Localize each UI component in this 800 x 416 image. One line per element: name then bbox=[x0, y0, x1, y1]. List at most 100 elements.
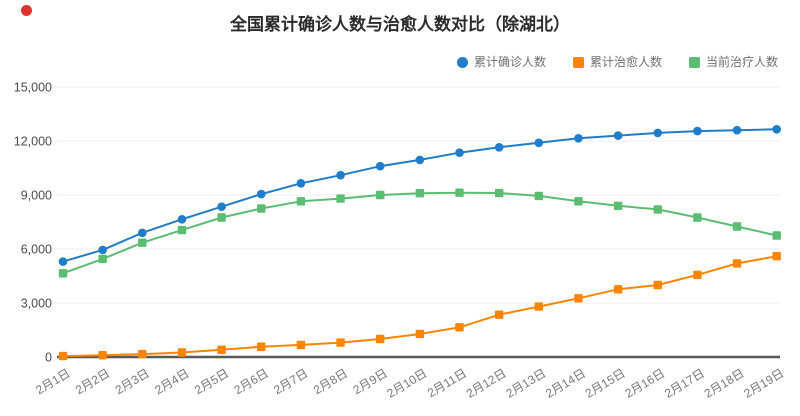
x-tick-label: 2月11日 bbox=[425, 366, 469, 400]
legend-item-currently-treated[interactable]: 当前治疗人数 bbox=[688, 55, 778, 69]
data-point[interactable] bbox=[494, 143, 504, 152]
data-point[interactable] bbox=[732, 125, 742, 135]
x-tick-label: 2月12日 bbox=[464, 366, 509, 401]
data-point[interactable] bbox=[257, 204, 266, 213]
data-point[interactable] bbox=[376, 190, 385, 200]
legend-label: 累计治愈人数 bbox=[589, 55, 662, 69]
x-tick-label: 2月8日 bbox=[311, 366, 350, 397]
data-point[interactable] bbox=[534, 138, 544, 148]
data-point[interactable] bbox=[772, 231, 781, 240]
legend: 累计确诊人数 累计治愈人数 当前治疗人数 bbox=[456, 55, 778, 69]
data-point[interactable] bbox=[217, 345, 226, 354]
data-point[interactable] bbox=[257, 342, 266, 351]
data-point[interactable] bbox=[494, 310, 504, 319]
x-tick-label: 2月16日 bbox=[622, 366, 667, 401]
data-point[interactable] bbox=[296, 179, 306, 188]
y-tick-label: 0 bbox=[45, 351, 52, 365]
data-point[interactable] bbox=[613, 285, 623, 294]
circle-marker-icon bbox=[456, 57, 468, 68]
data-point[interactable] bbox=[138, 228, 147, 238]
data-point[interactable] bbox=[98, 351, 107, 360]
legend-item-cumulative-cured[interactable]: 累计治愈人数 bbox=[572, 55, 662, 69]
data-point[interactable] bbox=[58, 351, 68, 361]
x-tick-label: 2月1日 bbox=[33, 366, 72, 397]
data-point[interactable] bbox=[574, 134, 583, 143]
series-currently-treated[interactable] bbox=[58, 188, 781, 278]
data-point[interactable] bbox=[732, 222, 742, 231]
series-line bbox=[62, 191, 777, 275]
x-tick-label: 2月18日 bbox=[702, 366, 747, 401]
data-point[interactable] bbox=[177, 225, 187, 235]
red-dot-indicator bbox=[21, 5, 32, 16]
data-point[interactable] bbox=[534, 191, 543, 201]
square-marker-icon bbox=[572, 57, 584, 68]
data-point[interactable] bbox=[613, 201, 623, 210]
data-point[interactable] bbox=[613, 131, 623, 140]
data-point[interactable] bbox=[375, 161, 385, 171]
data-point[interactable] bbox=[415, 155, 425, 165]
x-tick-label: 2月19日 bbox=[741, 366, 786, 401]
data-point[interactable] bbox=[58, 269, 68, 278]
legend-label: 当前治疗人数 bbox=[705, 55, 778, 69]
data-point[interactable] bbox=[296, 197, 306, 206]
data-point[interactable] bbox=[376, 334, 385, 344]
series-cumulative-confirmed[interactable] bbox=[58, 125, 781, 266]
data-point[interactable] bbox=[58, 257, 68, 266]
data-point[interactable] bbox=[177, 215, 187, 224]
data-point[interactable] bbox=[415, 329, 425, 339]
data-point[interactable] bbox=[296, 340, 306, 350]
data-point[interactable] bbox=[693, 270, 702, 280]
legend-label: 累计确诊人数 bbox=[473, 55, 546, 69]
data-point[interactable] bbox=[98, 254, 107, 264]
y-tick-label: 3,000 bbox=[21, 297, 52, 311]
x-axis-labels: 2月1日 2月2日 2月3日 2月4日 2月5日 2月6日 2月7日 2月8日 2月9日2月10… bbox=[33, 366, 786, 401]
legend-item-cumulative-confirmed[interactable]: 累计确诊人数 bbox=[456, 55, 546, 69]
data-point[interactable] bbox=[336, 194, 345, 203]
data-point[interactable] bbox=[138, 238, 147, 247]
data-point[interactable] bbox=[177, 348, 187, 357]
data-point[interactable] bbox=[138, 349, 147, 359]
data-point[interactable] bbox=[217, 213, 226, 222]
x-tick-label: 2月10日 bbox=[385, 366, 430, 401]
data-point[interactable] bbox=[732, 259, 742, 268]
x-tick-label: 2月5日 bbox=[192, 366, 231, 397]
data-point[interactable] bbox=[217, 202, 226, 211]
data-point[interactable] bbox=[256, 189, 266, 199]
data-point[interactable] bbox=[693, 213, 702, 222]
data-point[interactable] bbox=[574, 197, 583, 206]
y-tick-label: 15,000 bbox=[14, 81, 52, 95]
data-point[interactable] bbox=[653, 128, 663, 138]
data-point[interactable] bbox=[98, 245, 107, 255]
chart-title: 全国累计确诊人数与治愈人数对比（除湖北） bbox=[230, 15, 570, 34]
data-point[interactable] bbox=[494, 188, 504, 198]
x-tick-label: 2月7日 bbox=[271, 366, 310, 397]
square-marker-icon bbox=[688, 57, 700, 68]
data-point[interactable] bbox=[653, 280, 662, 290]
y-axis-labels: 0 3,000 6,000 9,000 12,000 15,000 bbox=[14, 81, 52, 365]
data-point[interactable] bbox=[772, 125, 781, 134]
data-point[interactable] bbox=[415, 189, 425, 198]
data-point[interactable] bbox=[455, 188, 464, 197]
data-point[interactable] bbox=[534, 302, 543, 311]
x-tick-label: 2月6日 bbox=[232, 366, 271, 397]
data-point[interactable] bbox=[336, 338, 345, 347]
x-tick-label: 2月3日 bbox=[113, 366, 152, 397]
x-tick-label: 2月2日 bbox=[73, 366, 112, 397]
y-tick-label: 12,000 bbox=[14, 135, 52, 149]
x-tick-label: 2月4日 bbox=[152, 366, 191, 397]
data-point[interactable] bbox=[653, 205, 662, 214]
data-point[interactable] bbox=[693, 126, 702, 136]
x-tick-label: 2月13日 bbox=[503, 366, 548, 401]
data-point[interactable] bbox=[336, 170, 345, 180]
data-point[interactable] bbox=[574, 294, 583, 303]
x-tick-label: 2月14日 bbox=[543, 366, 588, 401]
data-point[interactable] bbox=[455, 323, 464, 332]
series-cumulative-cured[interactable] bbox=[58, 252, 781, 361]
series-line bbox=[62, 255, 777, 358]
y-tick-label: 6,000 bbox=[21, 243, 52, 257]
data-point[interactable] bbox=[455, 148, 464, 157]
x-tick-label: 2月15日 bbox=[583, 366, 628, 401]
data-point[interactable] bbox=[772, 252, 781, 261]
